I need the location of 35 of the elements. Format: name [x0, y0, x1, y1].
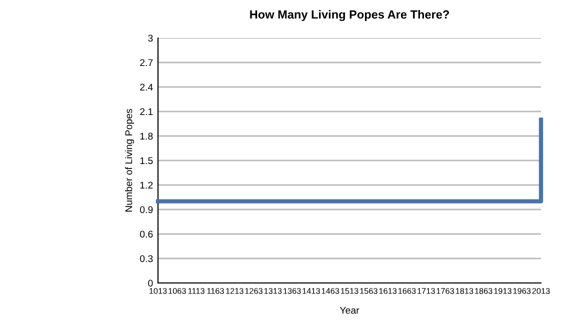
x-tick-label: 1013 — [150, 288, 167, 294]
x-tick-label: 1763 — [436, 288, 454, 294]
chart-title: How Many Living Popes Are There? — [250, 10, 449, 22]
y-tick-label: 1.2 — [140, 182, 153, 189]
y-tick-label: 1.8 — [140, 132, 153, 140]
y-tick-label: 0.9 — [140, 206, 153, 214]
x-tick-label: 2013 — [532, 288, 550, 294]
x-tick-label: 1063 — [168, 288, 186, 294]
x-tick-label: 1113 — [188, 288, 204, 294]
x-tick-label: 1963 — [513, 288, 531, 294]
x-tick-label: 1813 — [456, 288, 474, 294]
x-axis-title: Year — [340, 306, 360, 314]
x-tick-label: 1563 — [360, 288, 378, 294]
y-tick-label: 0 — [148, 280, 153, 287]
y-tick-label: 3 — [148, 34, 153, 42]
x-tick-label: 1163 — [207, 288, 224, 294]
x-tick-label: 1663 — [398, 288, 416, 294]
x-tick-label: 1363 — [284, 288, 301, 294]
x-tick-label: 1613 — [379, 288, 397, 294]
y-tick-label: 2.4 — [140, 84, 153, 91]
x-tick-label: 1263 — [245, 288, 263, 294]
y-tick-label: 1.5 — [140, 157, 153, 164]
x-tick-label: 1863 — [475, 288, 492, 294]
x-tick-label: 1313 — [264, 288, 282, 294]
y-axis-title: Number of Living Popes — [125, 108, 134, 212]
x-tick-label: 1713 — [418, 288, 435, 294]
x-tick-label: 1413 — [302, 288, 320, 294]
y-tick-label: 0.6 — [140, 230, 153, 238]
x-tick-label: 1463 — [322, 288, 340, 294]
y-tick-label: 0.3 — [140, 255, 153, 262]
y-tick-label: 2.7 — [140, 59, 153, 66]
x-tick-label: 1513 — [341, 288, 358, 294]
y-tick-label: 2.1 — [140, 108, 153, 116]
x-tick-label: 1913 — [494, 288, 512, 294]
x-tick-label: 1213 — [226, 288, 244, 294]
